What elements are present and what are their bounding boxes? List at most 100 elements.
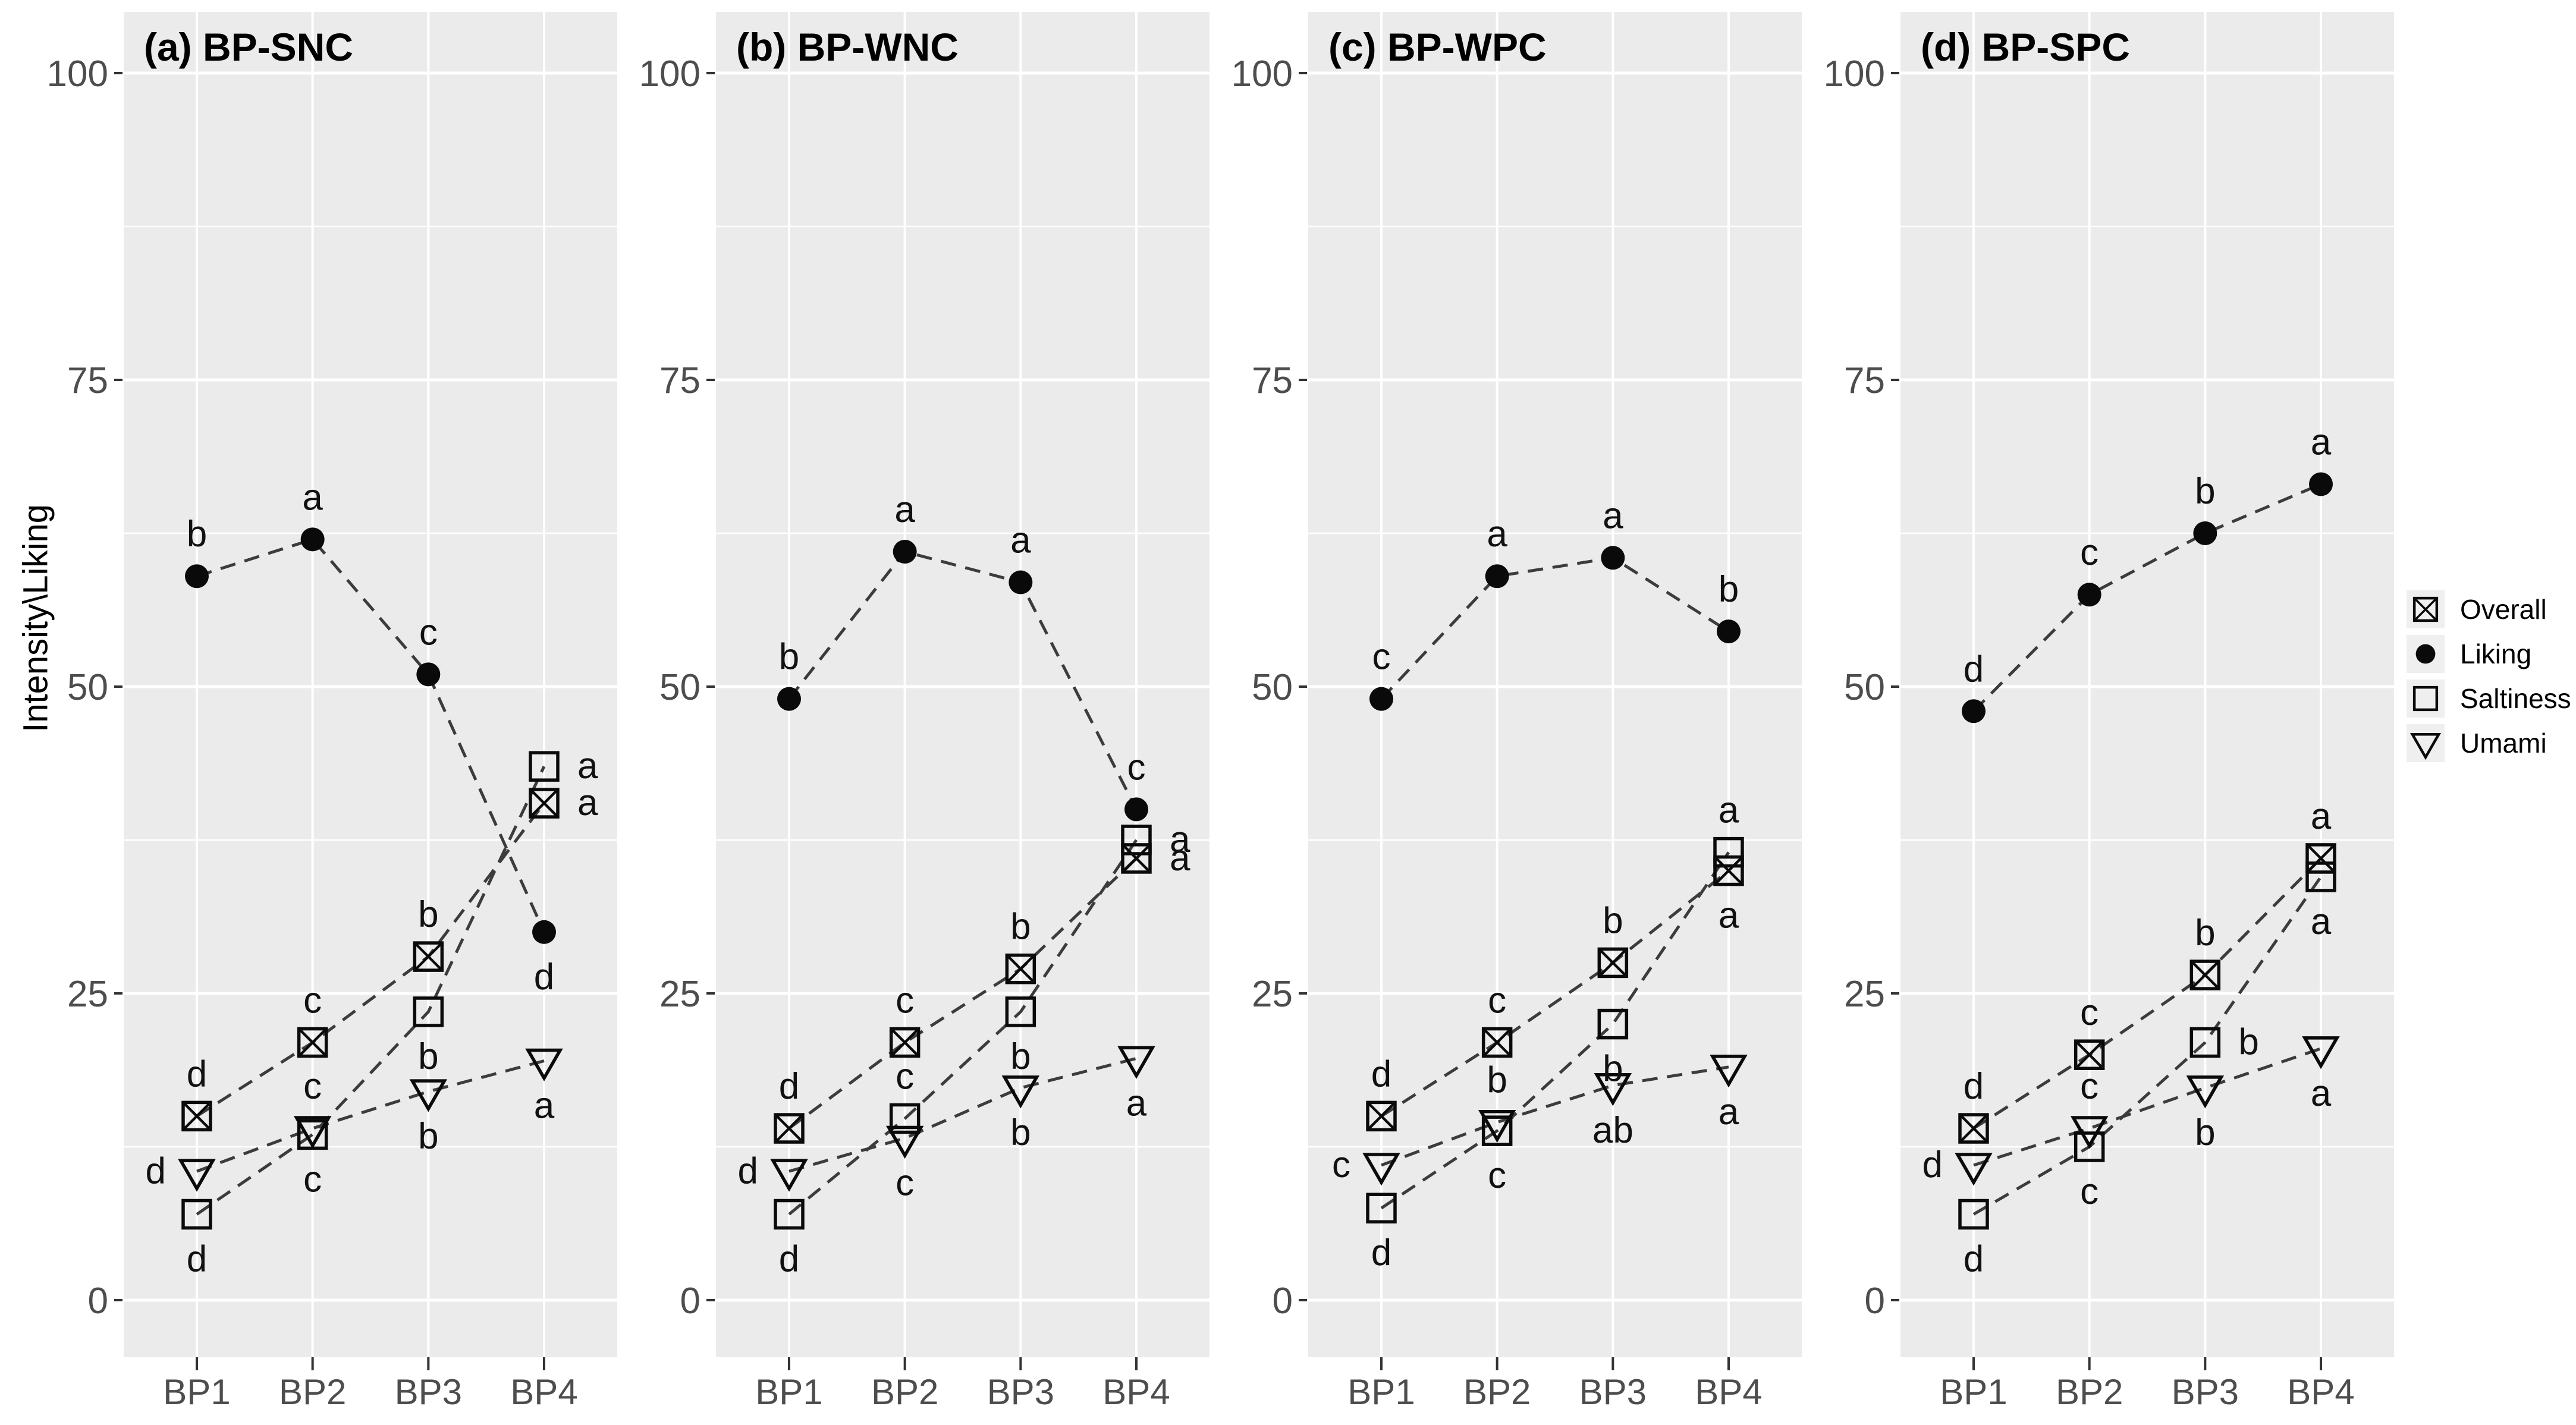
text-label: d bbox=[1922, 1144, 1943, 1185]
marker-overall-bp1 bbox=[774, 1113, 805, 1144]
text-label: 50 bbox=[1252, 667, 1293, 708]
text-label: 25 bbox=[1844, 974, 1885, 1015]
text-label: (a) BP-SNC bbox=[144, 25, 353, 69]
marker-saltiness-bp1 bbox=[181, 1198, 212, 1230]
marker-saltiness-bp1 bbox=[774, 1198, 805, 1230]
series-line-umami bbox=[1381, 1065, 1729, 1167]
marker-saltiness-bp2 bbox=[1481, 1115, 1513, 1146]
filled-circle-icon bbox=[2407, 635, 2445, 673]
text-label: d bbox=[146, 1150, 166, 1191]
text-label: a bbox=[1719, 1091, 1739, 1133]
series-line-overall bbox=[788, 857, 1138, 1130]
text-label: d bbox=[1964, 1239, 1984, 1280]
marker-overall-bp4 bbox=[1121, 843, 1152, 874]
legend-item-saltiness: Saltiness bbox=[2407, 680, 2571, 718]
marker-liking-bp1 bbox=[185, 564, 209, 589]
marker-overall-bp3 bbox=[1005, 953, 1036, 984]
panel-background bbox=[1308, 12, 1802, 1357]
text-label: b bbox=[2195, 913, 2215, 954]
text-label: 0 bbox=[680, 1281, 700, 1322]
text-label: c bbox=[419, 612, 438, 653]
text-label: c bbox=[303, 1159, 322, 1200]
legend-item-umami: Umami bbox=[2407, 724, 2571, 762]
text-label: b bbox=[2195, 471, 2215, 512]
text-label: a bbox=[2311, 796, 2332, 837]
text-label: a bbox=[1487, 514, 1507, 555]
text-label: BP2 bbox=[871, 1372, 938, 1412]
text-label: b bbox=[418, 1116, 438, 1157]
marker-umami-bp2 bbox=[2070, 1116, 2109, 1149]
marker-saltiness-bp3 bbox=[2189, 1027, 2221, 1058]
marker-liking-bp1 bbox=[1962, 699, 1986, 723]
text-label: d bbox=[534, 957, 554, 998]
text-label: a bbox=[534, 1086, 555, 1127]
text-label: a bbox=[577, 782, 598, 823]
text-label: b bbox=[1010, 1112, 1031, 1153]
text-label: BP1 bbox=[1347, 1372, 1415, 1412]
text-label: a bbox=[2311, 901, 2332, 942]
series-line-overall bbox=[196, 802, 545, 1118]
marker-liking-bp3 bbox=[2193, 521, 2217, 545]
marker-liking-bp3 bbox=[1601, 546, 1625, 570]
text-label: b bbox=[1719, 569, 1739, 610]
marker-overall-bp2 bbox=[1481, 1027, 1513, 1058]
panel-background bbox=[716, 12, 1210, 1357]
text-label: (c) BP-WPC bbox=[1328, 25, 1547, 69]
marker-overall-bp1 bbox=[1958, 1113, 1989, 1144]
open-square-icon bbox=[2407, 680, 2445, 718]
facet-d: 0 25 50 75 100 BP1 BP2 BP3 BP4 (d) BP-SPC d c b a d c b a… bbox=[1824, 12, 2394, 1412]
marker-umami-bp3 bbox=[2186, 1075, 2225, 1109]
marker-umami-bp1 bbox=[1362, 1153, 1400, 1186]
text-label: BP1 bbox=[163, 1372, 230, 1412]
text-label: 100 bbox=[1824, 54, 1885, 95]
text-label: a bbox=[302, 477, 323, 518]
marker-umami-bp3 bbox=[1001, 1075, 1040, 1109]
text-label: BP3 bbox=[1579, 1372, 1647, 1412]
text-label: 0 bbox=[1865, 1281, 1885, 1322]
text-label: d bbox=[779, 1066, 799, 1107]
text-label: d bbox=[738, 1150, 758, 1191]
series-line-liking bbox=[1380, 556, 1730, 700]
text-label: a bbox=[1719, 790, 1739, 831]
marker-saltiness-bp2 bbox=[2074, 1131, 2105, 1162]
legend-label-overall: Overall bbox=[2460, 594, 2547, 625]
marker-liking-bp4 bbox=[2309, 472, 2333, 496]
text-label: d bbox=[1964, 649, 1984, 690]
series-line-saltiness bbox=[788, 839, 1138, 1216]
marker-saltiness-bp1 bbox=[1958, 1198, 1989, 1230]
text-label: BP4 bbox=[1102, 1372, 1170, 1412]
series-line-saltiness bbox=[1380, 851, 1730, 1210]
marker-saltiness-bp4 bbox=[1121, 825, 1152, 855]
text-label: c bbox=[2080, 1066, 2099, 1107]
marker-umami-bp2 bbox=[1478, 1109, 1516, 1143]
text-label: BP4 bbox=[510, 1372, 577, 1412]
text-label: a bbox=[1719, 895, 1739, 936]
text-label: BP4 bbox=[2287, 1372, 2354, 1412]
text-label: BP3 bbox=[395, 1372, 462, 1412]
marker-overall-bp3 bbox=[2189, 960, 2221, 990]
text-label: (d) BP-SPC bbox=[1921, 25, 2130, 69]
text-label: 100 bbox=[1232, 54, 1293, 95]
text-label: a bbox=[577, 745, 598, 787]
text-label: b bbox=[1487, 1060, 1507, 1101]
text-label: a bbox=[2311, 1073, 2332, 1114]
series-line-saltiness bbox=[196, 766, 546, 1216]
text-label: d bbox=[187, 1239, 207, 1280]
text-label: BP2 bbox=[279, 1372, 346, 1412]
text-label: BP1 bbox=[1940, 1372, 2007, 1412]
marker-umami-bp3 bbox=[409, 1079, 448, 1112]
marker-liking-bp4 bbox=[532, 920, 556, 944]
text-label: c bbox=[303, 980, 322, 1021]
legend-label-saltiness: Saltiness bbox=[2460, 683, 2571, 714]
marker-umami-bp2 bbox=[885, 1125, 924, 1159]
series-line-overall bbox=[1380, 869, 1730, 1118]
text-label: BP4 bbox=[1695, 1372, 1762, 1412]
panel-background bbox=[1900, 12, 2394, 1357]
text-label: a bbox=[1010, 520, 1031, 561]
text-label: BP2 bbox=[2056, 1372, 2123, 1412]
text-label: a bbox=[894, 489, 915, 530]
legend-item-overall: Overall bbox=[2407, 590, 2571, 628]
marker-umami-bp4 bbox=[1710, 1055, 1748, 1088]
